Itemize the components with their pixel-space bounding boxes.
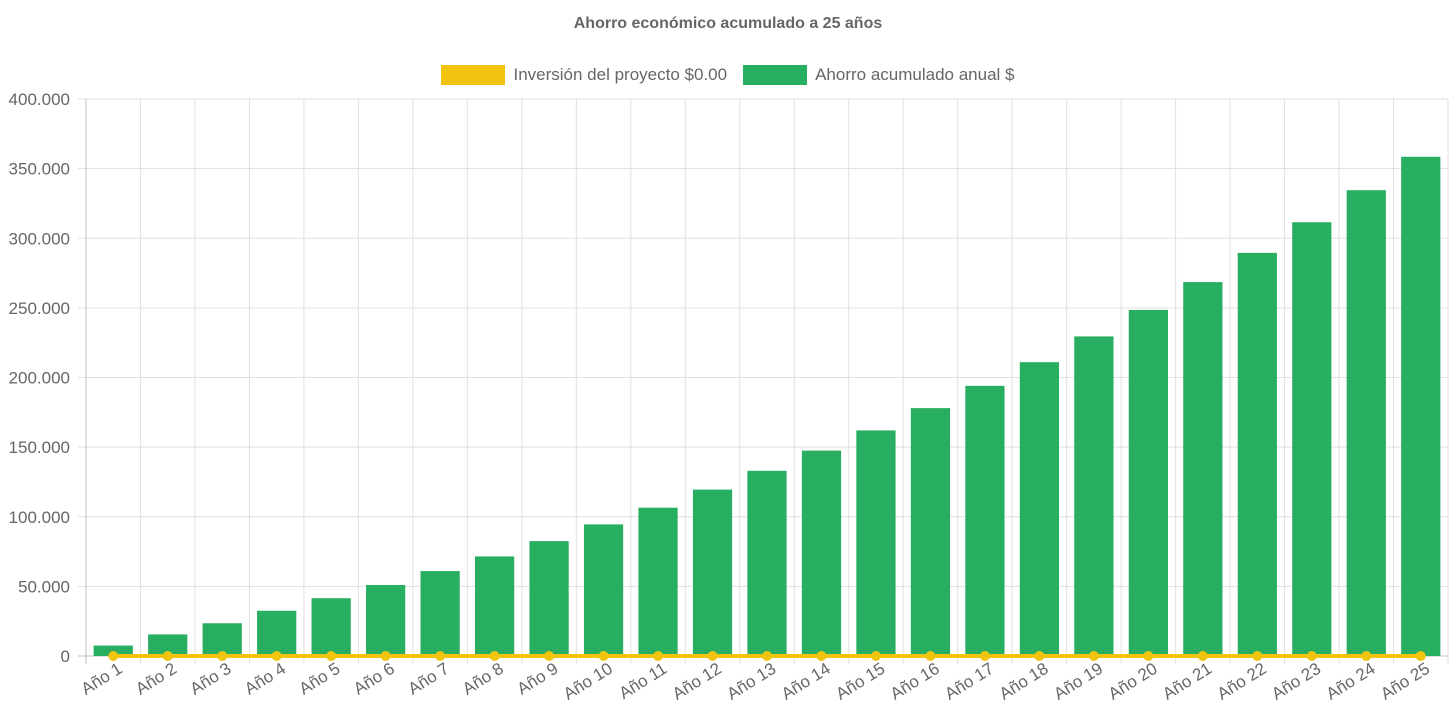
line-point <box>326 651 337 661</box>
bar <box>1183 282 1223 656</box>
line-point <box>816 651 827 661</box>
x-tick-label: Año 7 <box>405 659 453 699</box>
x-tick-label: Año 11 <box>616 659 671 703</box>
line-point <box>707 651 718 661</box>
x-tick-label: Año 17 <box>941 659 997 704</box>
y-tick-label: 100.000 <box>9 508 70 527</box>
x-tick-label: Año 24 <box>1323 659 1379 704</box>
x-tick-label: Año 3 <box>187 659 235 699</box>
line-point <box>162 651 173 661</box>
line-point <box>435 651 446 661</box>
line-point <box>1252 651 1263 661</box>
x-tick-label: Año 12 <box>669 659 725 704</box>
y-tick-label: 150.000 <box>9 438 70 457</box>
y-tick-label: 350.000 <box>9 160 70 179</box>
x-tick-label: Año 23 <box>1268 659 1324 704</box>
bar <box>965 385 1005 656</box>
bar <box>1346 190 1386 657</box>
legend-label-savings: Ahorro acumulado anual $ <box>815 65 1015 84</box>
y-tick-label: 50.000 <box>18 577 70 596</box>
x-tick-label: Año 10 <box>560 659 616 704</box>
line-point <box>108 651 119 661</box>
x-tick-label: Año 20 <box>1105 659 1161 704</box>
x-tick-label: Año 15 <box>832 659 888 704</box>
bar <box>1074 336 1114 656</box>
line-point <box>1306 651 1317 661</box>
line-point <box>1034 651 1045 661</box>
x-tick-label: Año 5 <box>296 659 344 699</box>
legend-swatch-savings <box>743 65 808 85</box>
legend: Inversión del proyecto $0.00 Ahorro acum… <box>0 63 1456 87</box>
line-point <box>598 651 609 661</box>
line-point <box>1088 651 1099 661</box>
line-point <box>979 651 990 661</box>
bar <box>801 450 842 656</box>
y-tick-label: 400.000 <box>9 90 70 109</box>
x-tick-label: Año 18 <box>996 659 1052 704</box>
line-point <box>489 651 500 661</box>
legend-item-investment[interactable]: Inversión del proyecto $0.00 <box>441 65 727 85</box>
x-tick-label: Año 16 <box>887 659 943 704</box>
y-tick-label: 250.000 <box>9 299 70 318</box>
x-tick-label: Año 4 <box>241 659 289 699</box>
line-point <box>1361 651 1372 661</box>
chart-title: Ahorro económico acumulado a 25 años <box>573 15 883 32</box>
legend-label-investment: Inversión del proyecto $0.00 <box>513 65 728 84</box>
bar <box>1019 362 1060 656</box>
line-point <box>380 651 391 661</box>
bar <box>1237 252 1277 656</box>
line-point <box>925 651 936 661</box>
bar <box>366 584 406 656</box>
bar <box>93 645 133 656</box>
line-point <box>1143 651 1154 661</box>
bar <box>420 571 460 656</box>
bar <box>1401 156 1441 656</box>
bar <box>910 408 951 656</box>
y-tick-label: 0 <box>61 647 70 666</box>
bar <box>1292 222 1332 656</box>
line-point <box>1415 651 1426 661</box>
bar <box>692 489 733 656</box>
bar <box>257 610 297 656</box>
bar <box>202 623 242 656</box>
x-tick-label: Año 19 <box>1050 659 1106 704</box>
x-tick-label: Año 14 <box>778 659 834 704</box>
bar <box>747 470 787 656</box>
bar <box>474 556 515 656</box>
line-point <box>544 651 555 661</box>
bar <box>529 541 569 656</box>
y-tick-label: 200.000 <box>9 369 70 388</box>
bar <box>638 507 678 656</box>
x-tick-label: Año 6 <box>350 659 398 699</box>
bar <box>856 430 896 656</box>
x-tick-label: Año 1 <box>78 659 126 699</box>
bar <box>148 634 188 656</box>
line-point <box>271 651 282 661</box>
bar <box>1128 309 1168 656</box>
legend-swatch-investment <box>441 65 506 85</box>
x-tick-label: Año 13 <box>724 659 780 704</box>
line-point <box>653 651 664 661</box>
bar <box>583 524 624 656</box>
line-point <box>217 651 228 661</box>
y-tick-label: 300.000 <box>9 229 70 248</box>
x-tick-label: Año 8 <box>459 659 507 699</box>
bar <box>311 598 351 656</box>
x-tick-label: Año 2 <box>132 659 180 699</box>
x-tick-label: Año 9 <box>514 659 562 699</box>
x-tick-label: Año 25 <box>1377 659 1433 704</box>
x-tick-label: Año 21 <box>1159 659 1215 704</box>
x-tick-label: Año 22 <box>1214 659 1270 704</box>
line-point <box>870 651 881 661</box>
legend-item-savings[interactable]: Ahorro acumulado anual $ <box>743 65 1015 85</box>
line-point <box>762 651 772 661</box>
line-point <box>1197 651 1208 661</box>
